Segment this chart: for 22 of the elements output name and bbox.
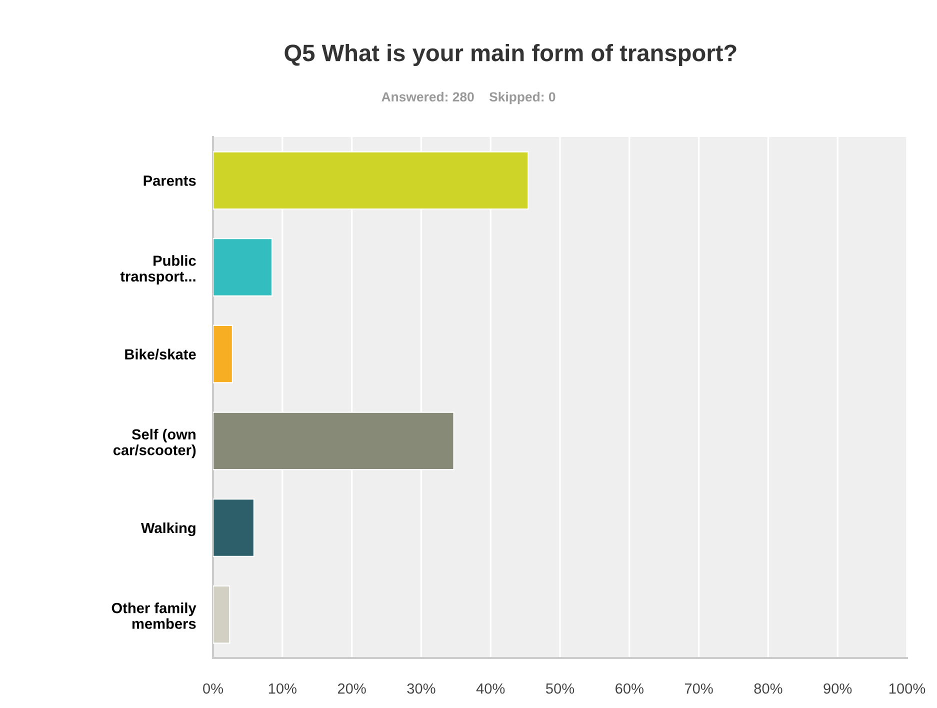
y-tick-label: Other family members [112, 602, 196, 629]
bar [213, 324, 233, 384]
chart-title: Q5 What is your main form of transport? [284, 44, 736, 66]
y-tick-label: Parents [144, 176, 196, 186]
x-tick-label: 20% [338, 683, 366, 694]
y-tick-label: Public transport... [120, 255, 196, 284]
x-tick-label: 0% [203, 683, 224, 694]
x-tick-label: 100% [889, 683, 926, 694]
x-tick-label: 40% [476, 683, 505, 694]
y-tick-label: Walking [140, 522, 196, 536]
x-tick-label: 30% [407, 683, 436, 694]
x-tick-label: 70% [684, 683, 713, 694]
x-tick-label: 60% [616, 683, 644, 694]
bar [213, 498, 254, 557]
y-tick-label: Bike/skate [125, 348, 196, 360]
x-tick-label: 80% [754, 683, 782, 694]
x-tick-label: 10% [268, 683, 296, 694]
chart-subtitle: Answered: 280 Skipped: 0 [382, 92, 556, 104]
bar [213, 238, 273, 296]
x-tick-label: 50% [546, 683, 574, 694]
x-tick-label: 90% [824, 683, 852, 694]
y-tick-label: Self (own car/scooter) [113, 428, 196, 458]
